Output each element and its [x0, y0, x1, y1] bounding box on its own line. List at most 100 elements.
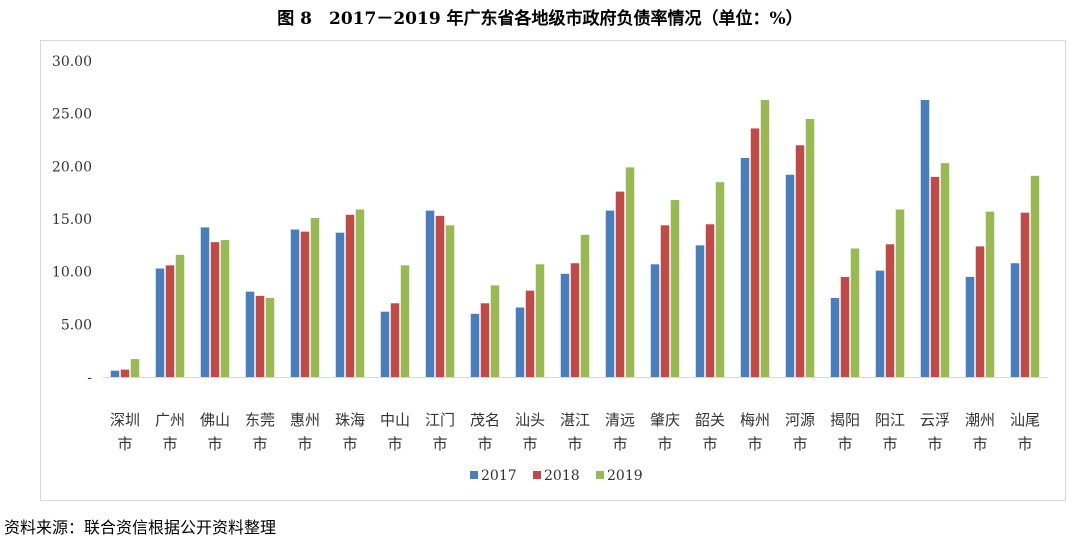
- bar-2019-云浮市: [940, 163, 950, 377]
- bar-2019-清远市: [625, 167, 635, 377]
- x-tick-label: 江门市: [425, 411, 455, 453]
- bar-2017-潮州市: [965, 276, 975, 377]
- x-tick-label: 佛山市: [200, 411, 230, 453]
- bar-2019-湛江市: [580, 234, 590, 377]
- bar-2019-河源市: [805, 118, 815, 377]
- y-tick-label: 30.00: [52, 54, 92, 70]
- bar-2017-湛江市: [560, 273, 570, 377]
- legend-swatch-2018: [533, 471, 541, 479]
- bar-2017-佛山市: [200, 227, 210, 377]
- bar-2017-梅州市: [740, 157, 750, 377]
- bar-2018-阳江市: [885, 244, 895, 377]
- legend-swatch-2017: [470, 471, 478, 479]
- bar-2019-肇庆市: [670, 200, 680, 377]
- bar-2017-茂名市: [470, 313, 480, 377]
- y-tick-label: 5.00: [61, 317, 92, 333]
- legend-swatch-2019: [596, 471, 604, 479]
- x-tick-label: 河源市: [785, 411, 815, 453]
- bar-2017-清远市: [605, 210, 615, 377]
- bar-2019-广州市: [175, 254, 185, 377]
- bar-2018-汕头市: [525, 290, 535, 377]
- bar-2017-珠海市: [335, 232, 345, 377]
- bar-2019-汕尾市: [1030, 175, 1040, 377]
- x-tick-label: 东莞市: [245, 411, 275, 453]
- x-tick-label: 韶关市: [695, 411, 725, 453]
- bar-2018-潮州市: [975, 246, 985, 377]
- x-tick-label: 湛江市: [560, 411, 590, 453]
- bar-2017-广州市: [155, 268, 165, 377]
- chart-title: 图 8 2017－2019 年广东省各地级市政府负债率情况（单位：%）: [277, 9, 803, 29]
- bar-2018-肇庆市: [660, 225, 670, 377]
- chart-border: [40, 40, 1066, 501]
- x-tick-label: 深圳市: [110, 411, 140, 453]
- bar-2018-湛江市: [570, 263, 580, 377]
- y-tick-label: 10.00: [52, 265, 92, 281]
- bar-2019-珠海市: [355, 209, 365, 377]
- bar-2018-惠州市: [300, 231, 310, 377]
- bar-2019-东莞市: [265, 298, 275, 377]
- bar-2018-清远市: [615, 191, 625, 377]
- bar-2018-广州市: [165, 265, 175, 377]
- bar-2017-汕头市: [515, 307, 525, 377]
- bar-2017-汕尾市: [1010, 263, 1020, 377]
- bar-2017-中山市: [380, 311, 390, 377]
- bar-2019-茂名市: [490, 285, 500, 377]
- bar-2019-惠州市: [310, 217, 320, 377]
- bar-2019-中山市: [400, 265, 410, 377]
- bar-2018-江门市: [435, 215, 445, 377]
- bar-2017-韶关市: [695, 245, 705, 377]
- bar-2017-阳江市: [875, 270, 885, 377]
- bar-2017-东莞市: [245, 291, 255, 377]
- bar-2017-云浮市: [920, 99, 930, 378]
- x-tick-label: 汕头市: [515, 411, 545, 453]
- x-tick-label: 茂名市: [470, 411, 500, 453]
- x-tick-label: 广州市: [155, 411, 185, 453]
- bar-2019-佛山市: [220, 240, 230, 377]
- bar-2017-揭阳市: [830, 298, 840, 377]
- legend-label-2018: 2018: [544, 468, 580, 484]
- bar-2017-江门市: [425, 210, 435, 377]
- x-tick-label: 惠州市: [290, 411, 320, 453]
- bar-2018-汕尾市: [1020, 212, 1030, 377]
- bar-2019-汕头市: [535, 264, 545, 377]
- bar-2018-佛山市: [210, 242, 220, 377]
- bar-2018-揭阳市: [840, 276, 850, 377]
- y-tick-label: 20.00: [52, 159, 92, 175]
- bar-2018-云浮市: [930, 176, 940, 377]
- bar-2018-韶关市: [705, 224, 715, 377]
- bar-2019-深圳市: [130, 359, 140, 377]
- x-tick-label: 汕尾市: [1010, 411, 1040, 453]
- legend-label-2017: 2017: [481, 468, 517, 484]
- bar-2018-深圳市: [120, 369, 130, 377]
- bar-2019-潮州市: [985, 211, 995, 377]
- x-tick-label: 肇庆市: [650, 411, 680, 453]
- bar-2019-梅州市: [760, 99, 770, 378]
- bar-2018-茂名市: [480, 303, 490, 377]
- x-tick-label: 揭阳市: [830, 411, 860, 453]
- source-note: 资料来源：联合资信根据公开资料整理: [4, 518, 277, 537]
- x-tick-label: 云浮市: [920, 411, 950, 453]
- bar-2017-肇庆市: [650, 264, 660, 377]
- x-tick-label: 中山市: [380, 411, 410, 453]
- x-tick-label: 梅州市: [740, 411, 770, 453]
- y-tick-label: 25.00: [52, 107, 92, 123]
- x-tick-label: 潮州市: [965, 411, 995, 453]
- bar-2019-阳江市: [895, 209, 905, 377]
- bar-2017-惠州市: [290, 229, 300, 377]
- bar-2019-江门市: [445, 225, 455, 377]
- y-tick-label: -: [87, 370, 92, 386]
- bar-2018-东莞市: [255, 295, 265, 377]
- bar-2019-揭阳市: [850, 248, 860, 377]
- bar-2018-河源市: [795, 145, 805, 377]
- x-tick-label: 珠海市: [335, 411, 365, 453]
- bar-2019-韶关市: [715, 182, 725, 377]
- x-tick-label: 清远市: [605, 411, 635, 453]
- bar-2017-深圳市: [110, 370, 120, 377]
- bar-2018-珠海市: [345, 214, 355, 377]
- y-tick-label: 15.00: [52, 212, 92, 228]
- bar-2017-河源市: [785, 174, 795, 377]
- x-tick-label: 阳江市: [875, 411, 905, 453]
- legend-label-2019: 2019: [607, 468, 643, 484]
- bar-2018-梅州市: [750, 128, 760, 377]
